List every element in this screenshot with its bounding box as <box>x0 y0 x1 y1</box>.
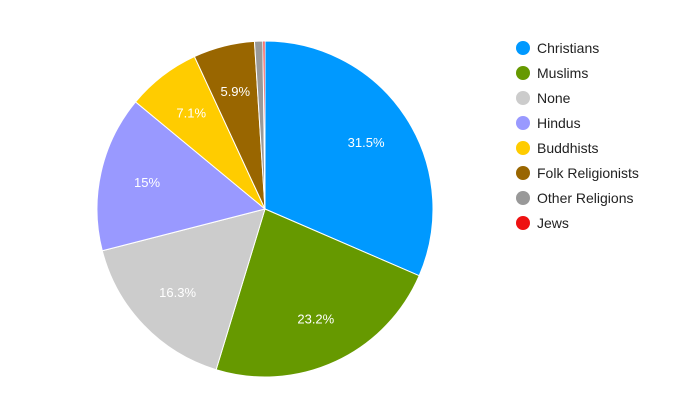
pie-slices <box>96 40 434 378</box>
legend-swatch-buddhists <box>516 141 530 155</box>
legend-label-folk-religionists: Folk Religionists <box>537 165 639 181</box>
legend-item-buddhists: Buddhists <box>516 140 598 156</box>
slice-christians <box>264 40 434 277</box>
legend-swatch-christians <box>516 41 530 55</box>
slice-label-muslims: 23.2% <box>297 311 334 326</box>
legend-swatch-jews <box>516 216 530 230</box>
slice-muslims <box>215 208 420 378</box>
legend-swatch-muslims <box>516 66 530 80</box>
legend-item-other-religions: Other Religions <box>516 190 634 206</box>
slice-label-folk-religionists: 5.9% <box>220 84 250 99</box>
legend-swatch-other-religions <box>516 191 530 205</box>
legend-label-buddhists: Buddhists <box>537 140 598 156</box>
legend-label-none: None <box>537 90 571 106</box>
slice-label-none: 16.3% <box>159 285 196 300</box>
pie-slice-labels: 31.5% 23.2% 16.3% 15% 7.1% 5.9% <box>134 84 385 326</box>
slice-jews <box>262 40 266 210</box>
legend-item-folk-religionists: Folk Religionists <box>516 165 639 181</box>
slice-label-buddhists: 7.1% <box>176 106 206 121</box>
slice-label-hindus: 15% <box>134 175 160 190</box>
legend-label-muslims: Muslims <box>537 65 588 81</box>
legend-item-hindus: Hindus <box>516 115 581 131</box>
slice-none <box>101 208 266 371</box>
legend-label-jews: Jews <box>537 215 569 231</box>
legend-label-hindus: Hindus <box>537 115 581 131</box>
legend-swatch-none <box>516 91 530 105</box>
legend: Christians Muslims None Hindus Buddhists Folk… <box>516 40 639 231</box>
legend-label-other-religions: Other Religions <box>537 190 634 206</box>
legend-item-none: None <box>516 90 571 106</box>
legend-swatch-hindus <box>516 116 530 130</box>
legend-swatch-folk-religionists <box>516 166 530 180</box>
legend-item-jews: Jews <box>516 215 569 231</box>
slice-label-christians: 31.5% <box>348 135 385 150</box>
slice-hindus <box>96 101 267 252</box>
legend-item-muslims: Muslims <box>516 65 588 81</box>
legend-label-christians: Christians <box>537 40 599 56</box>
legend-item-christians: Christians <box>516 40 599 56</box>
